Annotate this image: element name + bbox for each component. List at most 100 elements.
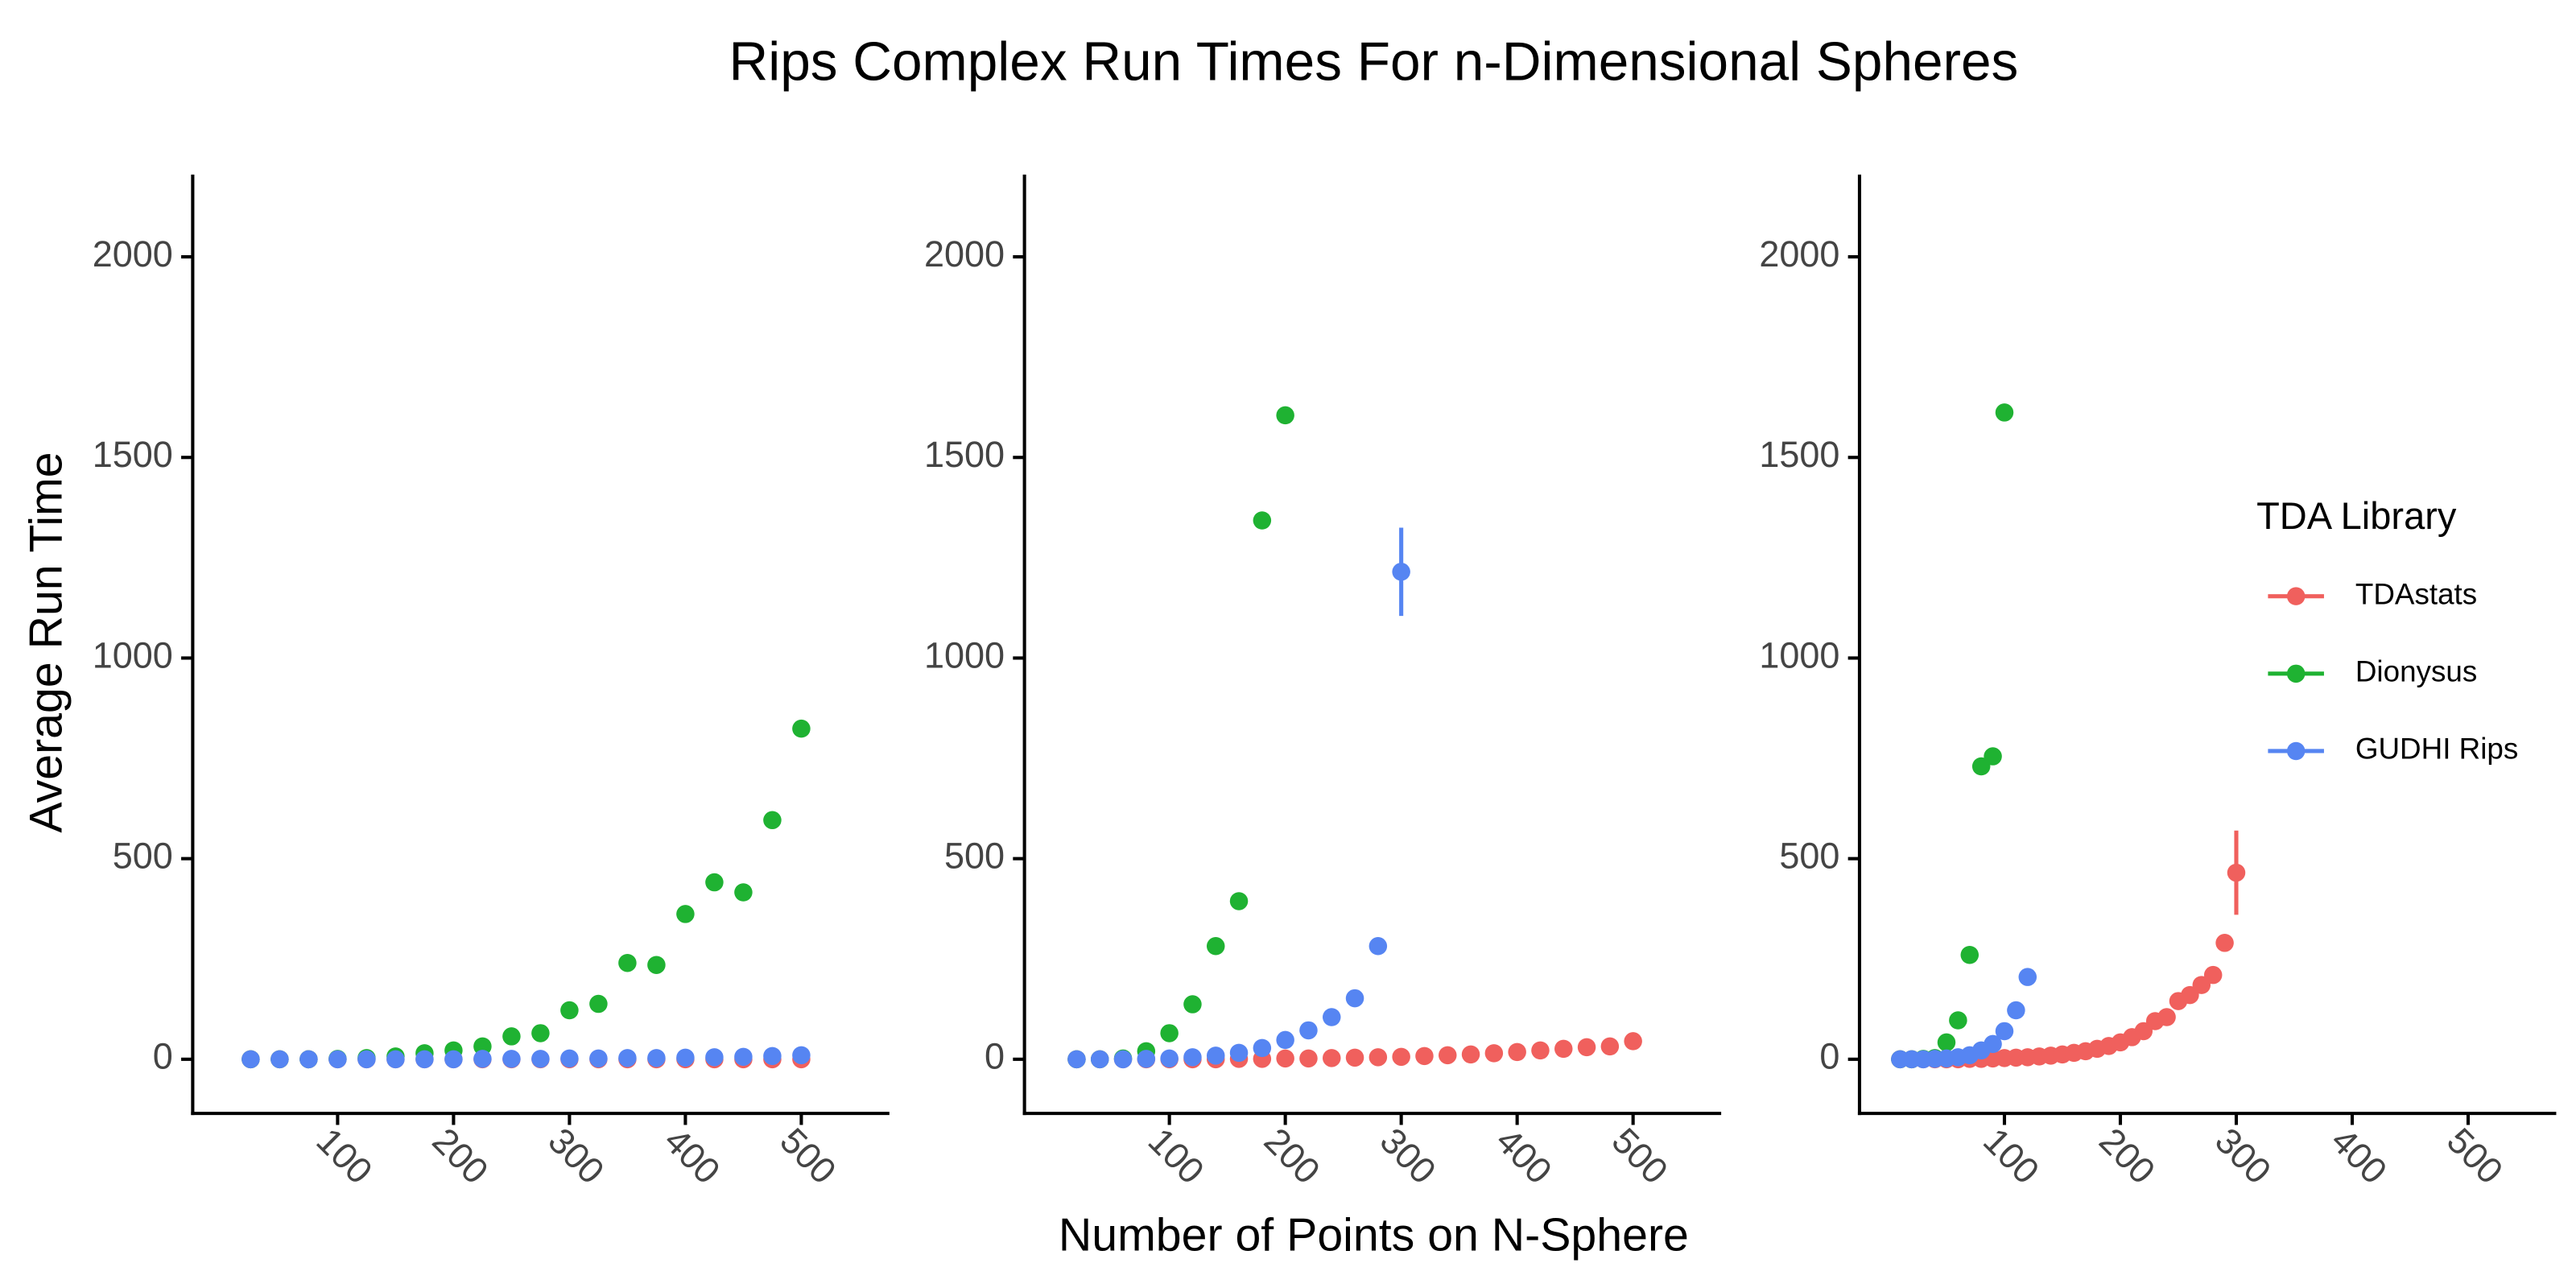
data-point bbox=[386, 1050, 405, 1069]
data-point bbox=[2157, 1008, 2176, 1026]
data-point bbox=[1960, 946, 1979, 964]
y-tick-label: 1000 bbox=[1759, 634, 1839, 675]
y-tick-label: 0 bbox=[153, 1036, 173, 1077]
data-point bbox=[1113, 1050, 1133, 1069]
y-tick-label: 1500 bbox=[93, 434, 173, 475]
data-point bbox=[328, 1050, 347, 1069]
data-point bbox=[1160, 1049, 1179, 1068]
data-point bbox=[676, 905, 695, 923]
data-point bbox=[1183, 1048, 1202, 1067]
data-point bbox=[1160, 1024, 1179, 1042]
data-point bbox=[2007, 1001, 2025, 1020]
data-point bbox=[1484, 1044, 1504, 1063]
data-point bbox=[1253, 511, 1272, 530]
data-point bbox=[415, 1050, 434, 1069]
data-point bbox=[705, 1048, 724, 1067]
data-point bbox=[1299, 1049, 1318, 1068]
legend-swatch-point bbox=[2286, 664, 2306, 683]
data-point bbox=[1392, 1047, 1410, 1067]
data-point bbox=[618, 1049, 637, 1067]
data-point bbox=[2203, 965, 2223, 985]
data-point bbox=[1345, 1048, 1364, 1067]
data-point bbox=[1995, 403, 2014, 422]
data-point bbox=[1937, 1033, 1956, 1052]
y-tick-label: 500 bbox=[113, 836, 173, 877]
data-point bbox=[2018, 968, 2037, 986]
data-point bbox=[1624, 1032, 1642, 1051]
data-point bbox=[705, 873, 724, 892]
data-point bbox=[502, 1050, 521, 1068]
y-tick-label: 1500 bbox=[1759, 434, 1839, 475]
data-point bbox=[1995, 1022, 2014, 1041]
data-point bbox=[734, 883, 753, 902]
chart-title: Rips Complex Run Times For n-Dimensional… bbox=[729, 32, 2018, 93]
data-point bbox=[1368, 1048, 1388, 1067]
data-point bbox=[502, 1027, 521, 1046]
data-point bbox=[560, 1049, 579, 1068]
data-point bbox=[647, 956, 666, 974]
y-tick-label: 1000 bbox=[924, 634, 1005, 675]
data-point bbox=[1531, 1041, 1550, 1060]
legend-label: TDAstats bbox=[2355, 577, 2477, 610]
data-point bbox=[1949, 1011, 1967, 1030]
data-point bbox=[531, 1024, 550, 1042]
y-axis-label: Average Run Time bbox=[21, 452, 72, 832]
legend-label: GUDHI Rips bbox=[2355, 733, 2519, 766]
data-point bbox=[1368, 937, 1388, 956]
data-point bbox=[1415, 1046, 1434, 1066]
y-tick-label: 500 bbox=[944, 836, 1005, 877]
data-point bbox=[473, 1037, 492, 1056]
data-point bbox=[1299, 1021, 1318, 1040]
legend-label: Dionysus bbox=[2355, 655, 2477, 688]
data-point bbox=[618, 953, 637, 972]
data-point bbox=[2215, 934, 2234, 952]
y-tick-label: 1500 bbox=[924, 434, 1005, 475]
data-point bbox=[1554, 1039, 1573, 1059]
data-point bbox=[1206, 937, 1225, 956]
data-point bbox=[1508, 1042, 1526, 1062]
legend-swatch-point bbox=[2286, 587, 2306, 605]
y-tick-label: 2000 bbox=[93, 233, 173, 275]
data-point bbox=[1322, 1008, 1341, 1026]
data-point bbox=[1183, 995, 1202, 1013]
y-tick-label: 0 bbox=[1819, 1036, 1839, 1077]
data-point bbox=[1392, 563, 1410, 581]
data-point bbox=[1253, 1038, 1272, 1058]
data-point bbox=[647, 1049, 666, 1067]
y-tick-label: 2000 bbox=[1759, 233, 1839, 275]
data-point bbox=[1090, 1050, 1109, 1069]
data-point bbox=[1345, 989, 1364, 1008]
data-point bbox=[1137, 1050, 1156, 1068]
legend-swatch-point bbox=[2286, 741, 2306, 761]
data-point bbox=[242, 1050, 260, 1069]
data-point bbox=[1439, 1046, 1457, 1065]
data-point bbox=[763, 1046, 782, 1066]
data-point bbox=[1276, 1030, 1294, 1050]
data-point bbox=[357, 1050, 376, 1069]
data-point bbox=[1984, 747, 2002, 766]
data-point bbox=[792, 719, 811, 738]
y-tick-label: 2000 bbox=[924, 233, 1005, 275]
data-point bbox=[676, 1048, 695, 1067]
data-point bbox=[1276, 406, 1294, 425]
data-point bbox=[734, 1047, 753, 1067]
data-point bbox=[473, 1050, 492, 1068]
data-point bbox=[299, 1050, 318, 1069]
y-tick-label: 500 bbox=[1779, 836, 1839, 877]
data-point bbox=[1577, 1038, 1596, 1057]
data-point bbox=[589, 1049, 608, 1068]
data-point bbox=[1600, 1037, 1620, 1056]
data-point bbox=[1206, 1046, 1225, 1065]
data-point bbox=[589, 994, 608, 1013]
data-point bbox=[444, 1050, 463, 1069]
data-point bbox=[1067, 1050, 1086, 1069]
data-point bbox=[1229, 1043, 1249, 1063]
data-point bbox=[2227, 863, 2246, 882]
data-point bbox=[270, 1050, 289, 1069]
data-point bbox=[1461, 1045, 1480, 1064]
data-point bbox=[531, 1050, 550, 1068]
data-point bbox=[1229, 892, 1249, 910]
data-point bbox=[763, 811, 782, 830]
